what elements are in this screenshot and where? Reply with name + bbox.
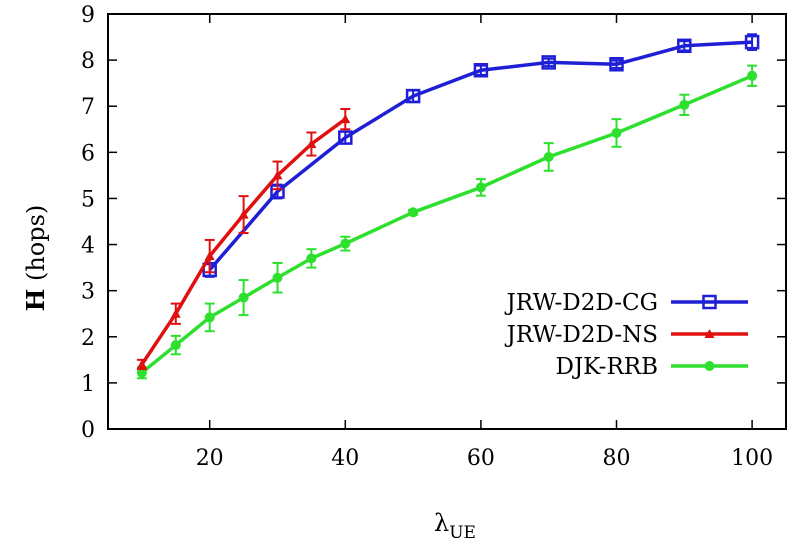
x-tick-label: 100 — [731, 446, 773, 471]
data-point-marker — [679, 99, 690, 110]
plot-frame — [107, 13, 787, 430]
legend-label: DJK-RRB — [556, 354, 658, 380]
data-point-marker — [136, 367, 147, 378]
data-point-marker — [170, 340, 181, 351]
x-tick-label: 80 — [603, 446, 631, 471]
data-point-marker — [611, 127, 622, 138]
data-point-marker — [170, 308, 181, 318]
plot-area — [107, 13, 787, 430]
data-point-marker — [306, 139, 317, 149]
data-point-marker — [272, 170, 283, 180]
series-jrw-d2d-cg — [202, 33, 760, 278]
data-point-marker — [338, 130, 353, 145]
y-tick-label: 8 — [81, 49, 95, 74]
y-tick-label: 5 — [81, 187, 95, 212]
y-axis-label: H (hops) — [21, 205, 50, 312]
data-point-marker — [677, 38, 692, 54]
data-point-marker — [405, 88, 421, 104]
x-axis-label: λUE — [434, 509, 476, 543]
data-point-marker — [541, 55, 556, 70]
data-point-marker — [238, 292, 249, 303]
series-line — [140, 74, 753, 375]
series-jrw-d2d-ns — [136, 107, 351, 371]
axis-ticks: 0 1 2 3 4 5 6 7 8 9 20 40 60 80 100 — [81, 3, 786, 471]
y-tick-label: 1 — [81, 372, 95, 397]
legend-label: JRW-D2D-NS — [505, 322, 658, 348]
y-tick-label: 9 — [81, 3, 95, 28]
x-tick-label: 20 — [196, 446, 224, 471]
data-point-marker — [543, 151, 554, 162]
x-tick-label: 40 — [331, 446, 359, 471]
legend-label: JRW-D2D-CG — [505, 290, 658, 316]
data-point-marker — [340, 238, 351, 249]
legend: JRW-D2D-CG JRW-D2D-NS DJK-RRB — [505, 290, 748, 380]
x-tick-label: 60 — [467, 446, 495, 471]
series-djk-rrb — [136, 64, 758, 380]
data-point-marker — [136, 359, 147, 369]
data-point-marker — [609, 57, 624, 72]
y-tick-label: 2 — [81, 326, 95, 351]
data-point-marker — [702, 294, 717, 310]
y-tick-label: 0 — [81, 418, 95, 443]
data-point-marker — [204, 312, 215, 323]
data-point-marker — [744, 34, 760, 50]
data-point-marker — [704, 329, 715, 338]
data-point-marker — [204, 251, 215, 261]
data-point-marker — [238, 209, 249, 219]
data-point-marker — [306, 253, 317, 264]
y-tick-label: 7 — [81, 95, 95, 120]
y-tick-label: 6 — [81, 141, 95, 166]
data-point-marker — [340, 114, 351, 124]
data-point-marker — [473, 63, 489, 78]
y-tick-label: 3 — [81, 280, 95, 305]
data-point-marker — [272, 272, 283, 283]
data-point-marker — [408, 207, 419, 218]
y-tick-label: 4 — [81, 234, 95, 259]
data-point-marker — [704, 361, 715, 371]
data-point-marker — [747, 70, 758, 81]
data-point-marker — [475, 182, 486, 193]
